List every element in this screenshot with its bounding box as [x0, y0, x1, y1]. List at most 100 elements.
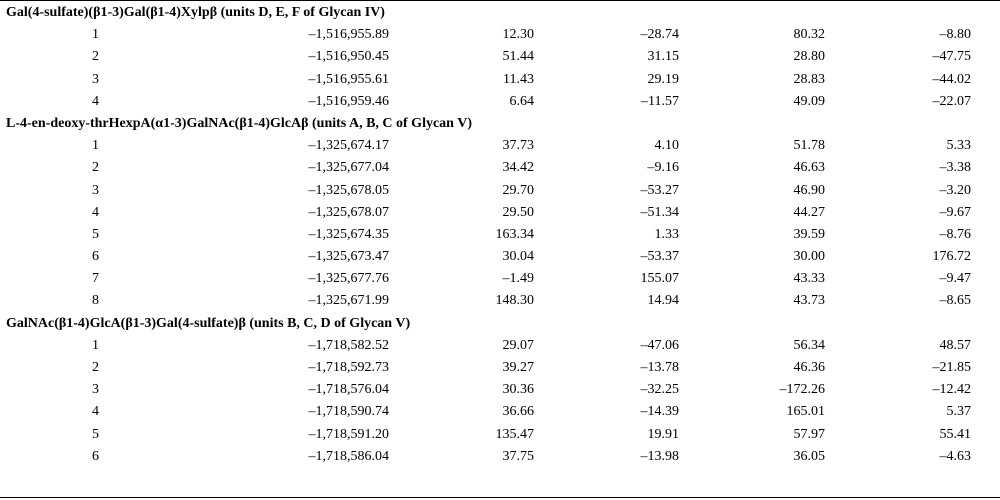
angle-4: –8.80	[939, 27, 972, 43]
angle-3: 36.05	[793, 448, 826, 464]
table-row: 4 –1,325,678.07 29.50 –51.34 44.27 –9.67	[0, 202, 1000, 224]
angle-3: 28.83	[793, 71, 826, 87]
angle-4: –9.47	[939, 271, 972, 287]
row-index: 1	[92, 27, 99, 43]
top-rule	[0, 0, 1000, 1]
angle-4: –4.63	[939, 448, 972, 464]
angle-2: 155.07	[640, 271, 680, 287]
row-index: 3	[92, 71, 99, 87]
angle-4: –44.02	[932, 71, 972, 87]
angle-4: –21.85	[932, 360, 972, 375]
energy-value: –1,325,677.76	[308, 271, 390, 287]
angle-1: 34.42	[502, 160, 535, 176]
angle-3: 46.63	[793, 160, 826, 176]
angle-1: 29.50	[502, 204, 535, 220]
energy-value: –1,516,955.61	[308, 71, 390, 87]
angle-1: –1.49	[502, 271, 535, 287]
table-row: 1 –1,325,674.17 37.73 4.10 51.78 5.33	[0, 135, 1000, 157]
group-title-row: L-4-en-deoxy-thrHexpA(α1-3)GalNAc(β1-4)G…	[0, 113, 1000, 135]
row-index: 1	[92, 337, 99, 353]
angle-1: 148.30	[495, 293, 535, 309]
table-row: 3 –1,718,576.04 30.36 –32.25 –172.26 –12.42	[0, 379, 1000, 401]
energy-value: –1,325,671.99	[308, 293, 390, 309]
angle-4: 176.72	[932, 249, 972, 265]
angle-4: –3.38	[939, 160, 972, 176]
angle-4: –8.65	[939, 293, 972, 309]
angle-1: 39.27	[502, 360, 535, 375]
angle-2: –14.39	[640, 404, 680, 420]
angle-3: 43.33	[793, 271, 826, 287]
table-row: 3 –1,325,678.05 29.70 –53.27 46.90 –3.20	[0, 180, 1000, 202]
angle-4: 5.33	[946, 138, 972, 154]
row-index: 7	[92, 271, 99, 287]
angle-3: 43.73	[793, 293, 826, 309]
angle-3: –172.26	[779, 382, 826, 398]
angle-2: 29.19	[647, 71, 680, 87]
angle-3: 49.09	[793, 93, 826, 109]
angle-1: 30.36	[502, 382, 535, 398]
angle-4: –22.07	[932, 93, 972, 109]
row-index: 4	[92, 404, 99, 420]
table-row: 3 –1,516,955.61 11.43 29.19 28.83 –44.02	[0, 69, 1000, 91]
angle-4: –8.76	[939, 226, 972, 242]
angle-1: 11.43	[503, 71, 534, 87]
row-index: 5	[92, 226, 99, 242]
energy-value: –1,718,586.04	[308, 448, 390, 464]
angle-4: –12.42	[932, 382, 972, 398]
table-row: 7 –1,325,677.76 –1.49 155.07 43.33 –9.47	[0, 268, 1000, 290]
angle-3: 51.78	[793, 138, 826, 154]
angle-4: –9.67	[939, 204, 972, 220]
energy-value: –1,516,955.89	[308, 27, 390, 43]
angle-3: 46.90	[793, 182, 826, 198]
angle-1: 36.66	[502, 404, 535, 420]
group-title: L-4-en-deoxy-thrHexpA(α1-3)GalNAc(β1-4)G…	[6, 115, 472, 131]
angle-1: 6.64	[509, 93, 535, 109]
angle-2: –9.16	[647, 160, 680, 176]
angle-1: 51.44	[502, 49, 535, 65]
angle-3: 165.01	[786, 404, 826, 420]
angle-2: –28.74	[640, 27, 680, 43]
angle-3: 56.34	[793, 337, 826, 353]
angle-1: 37.75	[502, 448, 535, 464]
angle-3: 80.32	[793, 27, 826, 43]
group-title: GalNAc(β1-4)GlcA(β1-3)Gal(4-sulfate)β (u…	[6, 315, 411, 331]
angle-3: 28.80	[793, 49, 826, 65]
energy-value: –1,718,576.04	[308, 382, 390, 398]
angle-1: 29.07	[502, 337, 535, 353]
angle-2: 31.15	[647, 49, 680, 65]
row-index: 3	[92, 182, 99, 198]
group-title-row: Gal(4-sulfate)(β1-3)Gal(β1-4)Xylpβ (unit…	[0, 2, 1000, 24]
row-index: 2	[92, 160, 99, 176]
angle-2: –53.37	[640, 249, 680, 265]
angle-4: 48.57	[939, 337, 972, 353]
angle-2: 4.10	[654, 138, 680, 154]
angle-1: 163.34	[495, 226, 535, 242]
table-row: 5 –1,718,591.20 135.47 19.91 57.97 55.41	[0, 424, 1000, 446]
row-index: 4	[92, 93, 99, 109]
angle-2: –11.57	[641, 93, 679, 109]
table-row: 6 –1,718,586.04 37.75 –13.98 36.05 –4.63	[0, 446, 1000, 468]
angle-2: 14.94	[647, 293, 680, 309]
bottom-rule	[0, 497, 1000, 498]
row-index: 6	[92, 448, 99, 464]
table-row: 5 –1,325,674.35 163.34 1.33 39.59 –8.76	[0, 224, 1000, 246]
row-index: 5	[92, 426, 99, 442]
table-row: 1 –1,516,955.89 12.30 –28.74 80.32 –8.80	[0, 24, 1000, 46]
angle-1: 12.30	[502, 27, 535, 43]
angle-3: 57.97	[793, 426, 826, 442]
angle-2: –13.78	[640, 360, 680, 375]
energy-value: –1,325,674.35	[308, 226, 390, 242]
row-index: 2	[92, 360, 99, 375]
angle-4: –47.75	[932, 49, 972, 65]
group-title-row: GalNAc(β1-4)GlcA(β1-3)Gal(4-sulfate)β (u…	[0, 313, 1000, 335]
energy-value: –1,325,673.47	[308, 249, 390, 265]
data-table: Gal(4-sulfate)(β1-3)Gal(β1-4)Xylpβ (unit…	[0, 2, 1000, 468]
energy-value: –1,325,677.04	[308, 160, 390, 176]
row-index: 3	[92, 382, 99, 398]
angle-1: 30.04	[502, 249, 535, 265]
table-row: 4 –1,516,959.46 6.64 –11.57 49.09 –22.07	[0, 91, 1000, 113]
energy-value: –1,718,590.74	[308, 404, 390, 420]
table-row: 2 –1,718,592.73 39.27 –13.78 46.36 –21.85	[0, 357, 1000, 379]
table-row: 2 –1,516,950.45 51.44 31.15 28.80 –47.75	[0, 46, 1000, 68]
